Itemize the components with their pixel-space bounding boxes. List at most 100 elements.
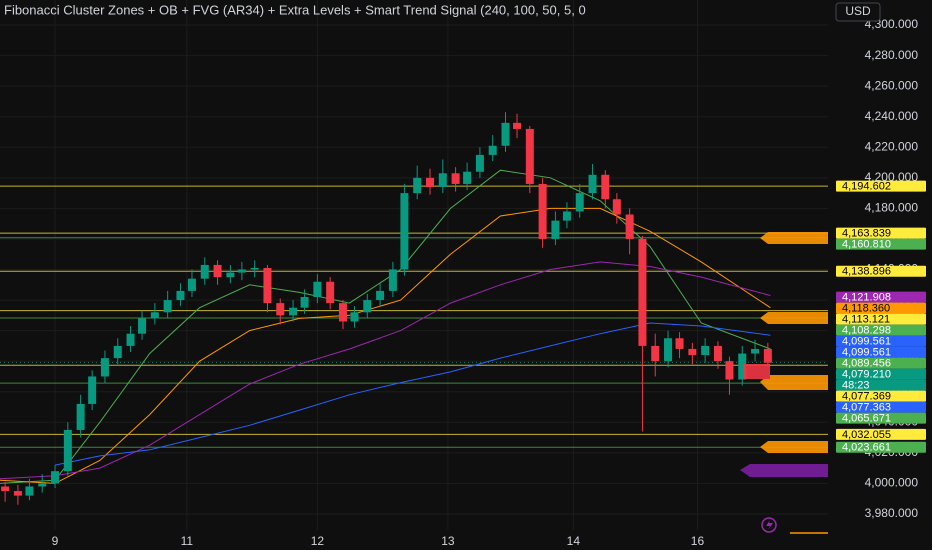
level-label: 4,138.896: [842, 266, 891, 278]
candle-body: [150, 312, 159, 319]
level-label-bg: [836, 227, 926, 239]
candle-body: [601, 174, 610, 200]
candle-body: [538, 183, 547, 239]
candle-body: [100, 358, 109, 377]
zone-box: [740, 464, 828, 477]
candle-body: [751, 348, 760, 354]
x-tick-label: 14: [567, 534, 581, 548]
candle-body: [213, 264, 222, 278]
y-tick-label: 4,260.000: [865, 78, 919, 92]
level-label: 4,077.369: [842, 391, 891, 403]
candle-body: [438, 173, 447, 188]
level-label: 4,089.456: [842, 358, 891, 370]
candle-body: [425, 177, 434, 188]
candle-body: [289, 307, 298, 316]
candle-body: [276, 303, 285, 316]
candle-body: [176, 290, 185, 301]
x-tick-label: 16: [691, 534, 705, 548]
candle-body: [400, 193, 409, 270]
zone-box: [760, 232, 828, 244]
alert-bolt[interactable]: [766, 520, 773, 530]
currency-button[interactable]: [835, 2, 881, 22]
x-tick-label: 11: [181, 534, 194, 548]
y-tick-label: 4,180.000: [865, 201, 919, 215]
candle-body: [63, 429, 72, 472]
zone-box: [760, 441, 828, 453]
level-label: 4,065.671: [842, 413, 891, 425]
candle-body: [126, 333, 135, 346]
level-label-bg: [836, 265, 926, 277]
candle-body: [612, 199, 621, 215]
candle-body: [250, 267, 259, 270]
candle-body: [651, 345, 660, 362]
moving-average: [0, 207, 771, 484]
level-label: 4,163.839: [842, 227, 891, 239]
candle-body: [138, 318, 147, 334]
level-label-bg: [836, 412, 926, 424]
x-tick-label: 13: [441, 534, 455, 548]
candle-body: [738, 353, 747, 380]
candle-body: [326, 281, 335, 304]
level-label: 4,099.561: [842, 347, 891, 359]
level-label-bg: [836, 238, 926, 250]
candle-body: [1, 486, 10, 492]
candle-body: [638, 238, 647, 346]
candle-body: [263, 267, 272, 304]
alert-icon[interactable]: [761, 517, 777, 533]
candle-body: [88, 376, 97, 404]
level-label: 4,160.810: [842, 238, 891, 250]
candle-body: [13, 491, 22, 496]
candle-body: [413, 177, 422, 194]
candle-body: [488, 145, 497, 155]
plot-area: [0, 112, 828, 505]
candle-body: [25, 486, 34, 496]
level-label-bg: [836, 324, 926, 336]
moving-average: [0, 261, 771, 480]
candle-body: [463, 171, 472, 184]
candle-body: [701, 345, 710, 356]
level-label-bg: [836, 428, 926, 440]
candle-body: [763, 348, 772, 363]
candle-body: [363, 300, 372, 313]
candle-body: [501, 122, 510, 146]
level-label: 4,099.561: [842, 336, 891, 348]
zones: [740, 232, 828, 477]
candle-body: [163, 300, 172, 313]
level-label-bg: [836, 390, 926, 402]
order-block-marker: [743, 364, 770, 379]
candle-body: [300, 297, 309, 308]
zone-box: [760, 375, 828, 390]
level-label-bg: [836, 302, 926, 314]
level-label: 4,079.210: [842, 369, 891, 381]
level-label-bg: [836, 180, 926, 192]
candle-body: [113, 345, 122, 359]
x-tick-label: 12: [311, 534, 325, 548]
candle-body: [625, 214, 634, 239]
candle-body: [187, 278, 196, 291]
candle-body: [350, 312, 359, 322]
level-label-bg: [836, 335, 926, 347]
candle-body: [575, 193, 584, 212]
candle-body: [513, 122, 522, 129]
candle-body: [475, 154, 484, 172]
level-label: 4,077.363: [842, 402, 891, 414]
countdown-bg: [836, 379, 926, 391]
level-label-bg: [836, 291, 926, 303]
alert-circle[interactable]: [761, 517, 777, 533]
candle-body: [664, 338, 673, 362]
chart-title: Fibonacci Cluster Zones + OB + FVG (AR34…: [4, 2, 586, 17]
currency-label[interactable]: USD: [845, 4, 871, 18]
level-label-bg: [836, 346, 926, 358]
candle-body: [551, 220, 560, 239]
level-label: 4,108.298: [842, 325, 891, 337]
moving-average: [54, 322, 771, 466]
candle-body: [525, 128, 534, 184]
y-tick-label: 4,000.000: [865, 476, 919, 490]
candle-body: [376, 290, 385, 301]
candle-body: [713, 345, 722, 362]
level-label: 4,194.602: [842, 180, 891, 192]
candle-body: [562, 211, 571, 221]
